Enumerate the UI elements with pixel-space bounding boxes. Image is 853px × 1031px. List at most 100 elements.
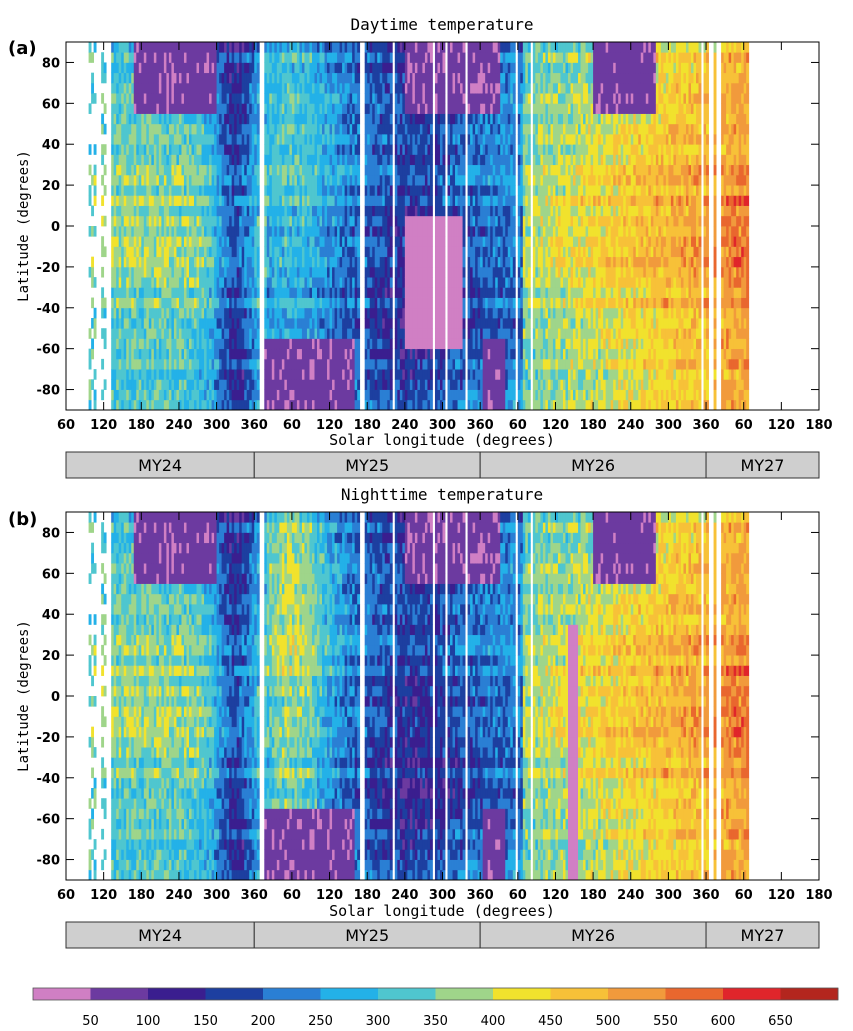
heatmap-cell [357, 358, 361, 370]
heatmap-cell [404, 399, 408, 410]
heatmap-cell [93, 369, 97, 380]
heatmap-cell [309, 134, 313, 145]
heatmap-cell [271, 154, 275, 166]
heatmap-cell [186, 226, 190, 237]
heatmap-cell [409, 389, 413, 401]
heatmap-cell [249, 236, 253, 247]
heatmap-cell [409, 338, 413, 350]
heatmap-cell [264, 154, 268, 166]
heatmap-cell [354, 103, 358, 114]
heatmap-cell [276, 348, 280, 360]
heatmap-cell [133, 348, 137, 360]
heatmap-cell [286, 338, 290, 350]
heatmap-cell [163, 93, 167, 104]
heatmap-cell [379, 277, 383, 288]
heatmap-cell [354, 205, 358, 217]
heatmap-cell [404, 307, 408, 319]
heatmap-cell [364, 154, 368, 166]
heatmap-cell [347, 399, 351, 410]
heatmap-cell [429, 307, 433, 319]
heatmap-cell [402, 348, 406, 360]
heatmap-cell [394, 246, 398, 258]
heatmap-cell [168, 287, 172, 298]
heatmap-cell [347, 338, 351, 350]
heatmap-cell [234, 226, 238, 237]
heatmap-cell [397, 164, 401, 176]
heatmap-cell [151, 389, 155, 401]
heatmap-cell [206, 195, 210, 206]
heatmap-cell [294, 215, 298, 227]
heatmap-cell [111, 93, 115, 104]
heatmap-cell [450, 236, 453, 247]
heatmap-cell [264, 348, 268, 360]
heatmap-cell [387, 297, 391, 309]
heatmap-cell [161, 72, 165, 84]
heatmap-cell [324, 174, 328, 186]
heatmap-cell [467, 195, 471, 206]
heatmap-cell [414, 307, 418, 319]
heatmap-cell [296, 399, 300, 410]
heatmap-cell [329, 93, 333, 104]
heatmap-cell [322, 52, 325, 63]
heatmap-cell [342, 93, 346, 104]
heatmap-cell [409, 328, 413, 339]
heatmap-cell [93, 307, 97, 319]
heatmap-cell [374, 297, 378, 309]
heatmap-cell [153, 287, 157, 298]
heatmap-cell [306, 164, 310, 176]
heatmap-cell [204, 134, 207, 145]
heatmap-cell [337, 113, 340, 125]
heatmap-cell [264, 307, 268, 319]
heatmap-cell [349, 256, 353, 268]
heatmap-cell [234, 123, 238, 135]
heatmap-cell [291, 195, 295, 206]
heatmap-cell [244, 389, 248, 401]
heatmap-cell [329, 369, 333, 380]
heatmap-cell [317, 226, 320, 237]
heatmap-cell [427, 113, 431, 125]
heatmap-cell [123, 185, 127, 196]
heatmap-cell [306, 287, 310, 298]
heatmap-cell [178, 389, 182, 401]
heatmap-cell [324, 113, 328, 125]
heatmap-cell [296, 93, 300, 104]
heatmap-cell [402, 399, 406, 410]
heatmap-cell [470, 62, 474, 74]
heatmap-cell [412, 185, 416, 196]
heatmap-cell [337, 82, 340, 94]
heatmap-cell [467, 256, 471, 268]
heatmap-cell [93, 93, 97, 104]
heatmap-cell [143, 256, 147, 268]
heatmap-cell [412, 389, 416, 401]
heatmap-cell [118, 93, 122, 104]
heatmap-cell [239, 379, 243, 390]
heatmap-cell [352, 358, 356, 370]
heatmap-cell [304, 389, 308, 401]
heatmap-cell [437, 328, 441, 339]
heatmap-cell [231, 52, 235, 63]
heatmap-cell [156, 52, 160, 63]
heatmap-cell [294, 399, 298, 410]
heatmap-cell [121, 236, 125, 247]
heatmap-cell [412, 123, 416, 135]
heatmap-cell [209, 246, 212, 258]
heatmap-cell [304, 318, 308, 329]
heatmap-cell [309, 113, 313, 125]
heatmap-cell [354, 164, 358, 176]
heatmap-cell [324, 72, 328, 84]
heatmap-cell [417, 297, 421, 309]
heatmap-cell [354, 236, 358, 247]
heatmap-cell [377, 113, 381, 125]
heatmap-cell [204, 103, 207, 114]
heatmap-cell [377, 103, 381, 114]
heatmap-cell [204, 185, 207, 196]
heatmap-cell [178, 82, 182, 94]
heatmap-cell [176, 72, 180, 84]
heatmap-cell [219, 338, 223, 350]
heatmap-cell [329, 164, 333, 176]
heatmap-cell [389, 277, 393, 288]
heatmap-cell [113, 358, 117, 370]
heatmap-cell [211, 215, 215, 227]
heatmap-cell [256, 256, 260, 268]
heatmap-cell [304, 328, 308, 339]
